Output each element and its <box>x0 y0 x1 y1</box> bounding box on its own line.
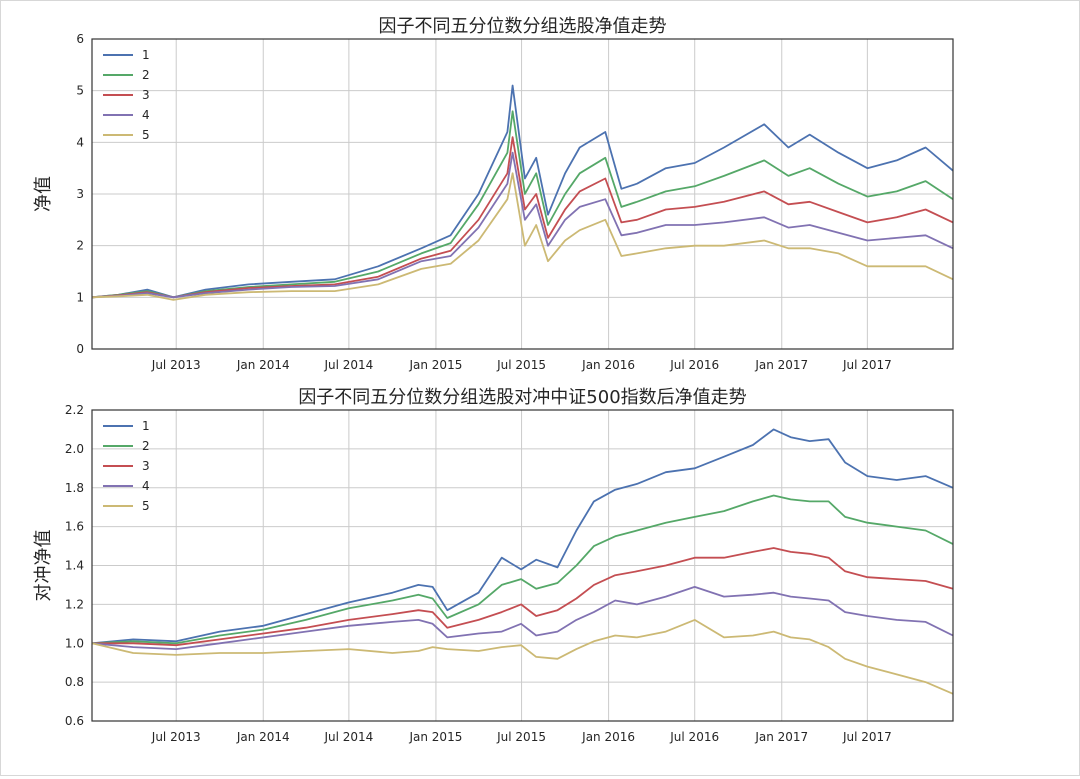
x-tick-label: Jul 2016 <box>669 358 719 372</box>
series-line-5 <box>91 172 954 301</box>
legend-label: 3 <box>142 459 150 473</box>
chart-2: 0.6 0.8 1.0 1.2 1.4 1.6 1.8 2.0 2.2 Jul 2013 Jan 2… <box>33 387 954 744</box>
x-tick-label: Jul 2017 <box>842 730 892 744</box>
series-line-4 <box>91 151 954 299</box>
x-tick-label: Jan 2015 <box>408 730 462 744</box>
legend-label: 5 <box>142 128 150 142</box>
legend-label: 1 <box>142 48 150 62</box>
legend-label: 2 <box>142 439 150 453</box>
y-axis-label: 对冲净值 <box>33 530 54 602</box>
y-tick-label: 4 <box>76 135 84 149</box>
y-tick-label: 2 <box>76 239 84 253</box>
x-tick-label: Jan 2016 <box>581 358 635 372</box>
x-tick-label: Jan 2016 <box>581 730 635 744</box>
chart-title: 因子不同五分位数分组选股对冲中证500指数后净值走势 <box>298 387 746 408</box>
y-tick-label: 6 <box>76 32 84 46</box>
y-axis-label: 净值 <box>33 176 54 212</box>
y-tick-label: 0.8 <box>65 675 84 689</box>
y-tick-label: 1.8 <box>65 481 84 495</box>
series-line-3 <box>92 547 954 647</box>
y-tick-label: 1.6 <box>65 520 84 534</box>
legend-label: 3 <box>142 88 150 102</box>
y-tick-label: 1 <box>76 290 84 304</box>
y-tick-label: 2.2 <box>65 403 84 417</box>
x-tick-label: Jan 2015 <box>408 358 462 372</box>
legend: 1 2 3 4 5 <box>103 48 150 142</box>
series-line-1 <box>91 84 954 299</box>
y-tick-label: 1.2 <box>65 597 84 611</box>
x-tick-label: Jan 2017 <box>754 358 808 372</box>
series-line-5 <box>91 619 954 695</box>
x-tick-label: Jul 2013 <box>151 358 201 372</box>
y-tick-label: 5 <box>76 84 84 98</box>
axes-frame <box>91 38 954 350</box>
x-tick-label: Jul 2016 <box>669 730 719 744</box>
y-tick-label: 3 <box>76 187 84 201</box>
legend: 1 2 3 4 5 <box>103 419 150 513</box>
chart-1: 0 1 2 3 4 5 6 Jul 2013 Jan 2014 Jul 2014 Jan 2015 J… <box>33 16 954 372</box>
series-line-1 <box>91 428 954 645</box>
legend-label: 4 <box>142 108 150 122</box>
x-tick-label: Jul 2013 <box>151 730 201 744</box>
legend-label: 4 <box>142 479 150 493</box>
x-tick-label: Jul 2015 <box>496 358 546 372</box>
x-tick-label: Jul 2015 <box>496 730 546 744</box>
y-tick-label: 0.6 <box>65 714 84 728</box>
x-tick-label: Jul 2014 <box>323 730 373 744</box>
series-line-2 <box>91 494 954 645</box>
legend-label: 5 <box>142 499 150 513</box>
y-tick-label: 2.0 <box>65 442 84 456</box>
x-tick-label: Jan 2014 <box>236 730 290 744</box>
x-tick-label: Jan 2017 <box>754 730 808 744</box>
legend-label: 1 <box>142 419 150 433</box>
axes-frame <box>91 409 954 722</box>
series-line-2 <box>91 110 954 299</box>
series-line-4 <box>91 586 954 650</box>
x-tick-label: Jan 2014 <box>236 358 290 372</box>
chart-title: 因子不同五分位数分组选股净值走势 <box>379 16 667 37</box>
series-line-3 <box>91 136 954 299</box>
y-tick-label: 1.0 <box>65 636 84 650</box>
y-tick-label: 1.4 <box>65 559 84 573</box>
y-tick-label: 0 <box>76 342 84 356</box>
x-tick-label: Jul 2014 <box>323 358 373 372</box>
x-tick-label: Jul 2017 <box>842 358 892 372</box>
legend-label: 2 <box>142 68 150 82</box>
